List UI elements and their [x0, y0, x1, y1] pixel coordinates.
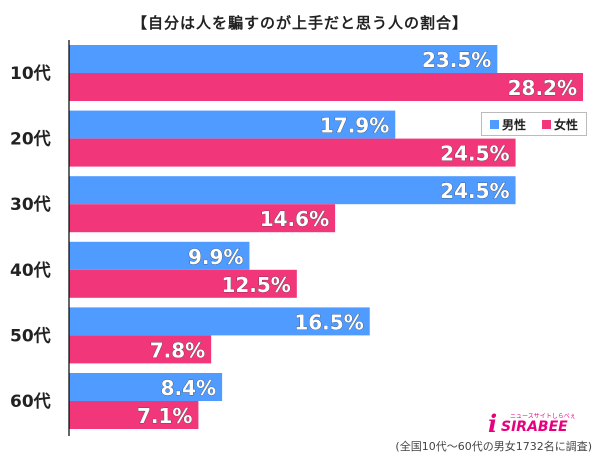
- category-label: 30代: [10, 194, 51, 215]
- legend-swatch-female: [541, 119, 551, 129]
- data-label: 8.4%: [161, 376, 216, 400]
- legend-swatch-male: [489, 119, 499, 129]
- bar-female: [69, 138, 516, 167]
- category-label: 60代: [10, 391, 51, 412]
- bar-female: [69, 335, 212, 364]
- bar-male: [69, 373, 223, 401]
- footnote: (全国10代〜60代の男女1732名に調査): [395, 440, 592, 453]
- category-label: 20代: [10, 129, 51, 150]
- data-label: 14.6%: [260, 207, 329, 231]
- data-label: 16.5%: [294, 310, 363, 334]
- category-label: 10代: [10, 63, 51, 84]
- bar-male: [69, 45, 498, 73]
- data-label: 24.5%: [440, 179, 509, 203]
- bar-female: [69, 401, 199, 429]
- data-label: 7.1%: [137, 404, 192, 428]
- legend-item-female: 女性: [541, 116, 578, 133]
- legend: 男性 女性: [481, 112, 587, 136]
- data-label: 12.5%: [221, 273, 290, 297]
- data-label: 9.9%: [188, 245, 243, 269]
- category-label: 50代: [10, 325, 51, 346]
- bar-female: [69, 73, 583, 101]
- bar-male: [69, 176, 516, 205]
- data-label: 7.8%: [150, 338, 205, 362]
- bar-male: [69, 241, 250, 270]
- data-label: 23.5%: [422, 48, 491, 72]
- logo-initial: i: [488, 409, 498, 438]
- bar-female: [69, 204, 336, 233]
- data-label: 17.9%: [320, 114, 389, 138]
- data-label: 24.5%: [440, 142, 509, 166]
- data-label: 28.2%: [508, 76, 577, 100]
- legend-label-male: 男性: [501, 117, 526, 132]
- category-label: 40代: [10, 260, 51, 281]
- legend-item-male: 男性: [489, 116, 526, 133]
- sirabee-logo: ニュースサイトしらべぇ i SIRABEE: [488, 412, 584, 436]
- bar-male: [69, 110, 396, 139]
- logo-text: SIRABEE: [501, 419, 568, 435]
- legend-label-female: 女性: [553, 117, 578, 132]
- chart-title: 【自分は人を騙すのが上手だと思う人の割合】: [131, 14, 468, 32]
- bar-female: [69, 269, 297, 298]
- bar-male: [69, 307, 370, 336]
- logo-kana: ニュースサイトしらべぇ: [510, 413, 576, 420]
